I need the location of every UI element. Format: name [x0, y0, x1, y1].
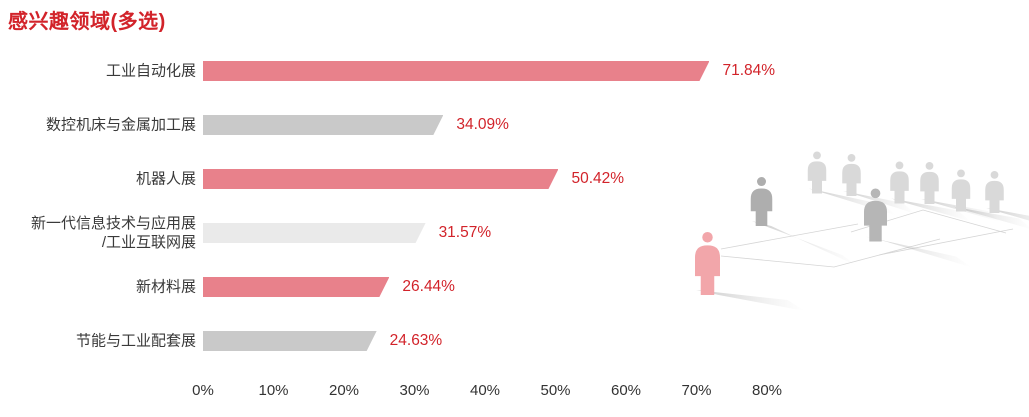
value-label: 50.42% — [571, 170, 625, 187]
value-label: 34.09% — [456, 116, 509, 133]
floor-line — [878, 228, 1014, 256]
bar — [203, 223, 426, 243]
x-tick-label: 40% — [469, 382, 501, 399]
x-tick-label: 10% — [258, 382, 289, 399]
bar-row: 节能与工业配套展 24.63% — [0, 331, 1029, 351]
person-figure — [951, 169, 971, 212]
chart-title: 感兴趣领域(多选) — [8, 11, 166, 33]
highlighted-person-figure — [695, 232, 720, 295]
bar-row: 数控机床与金属加工展 34.09% — [0, 115, 1029, 135]
x-tick-label: 70% — [681, 382, 712, 399]
bar — [203, 61, 709, 81]
figure-shadow — [891, 198, 971, 222]
category-label: 机器人展 — [135, 170, 196, 188]
bar-row: 新材料展 26.44% — [0, 277, 1029, 297]
value-label: 24.63% — [389, 332, 443, 349]
x-tick-label: 50% — [540, 382, 571, 399]
value-label: 31.57% — [438, 224, 492, 241]
people-network-graphic — [695, 151, 1029, 311]
figure-shadow — [696, 290, 805, 311]
bar — [203, 277, 389, 297]
x-tick-label: 60% — [610, 382, 642, 399]
category-label: 新材料展 — [135, 278, 196, 296]
figure-shadow — [751, 221, 858, 266]
bar — [203, 331, 377, 351]
floor-line — [720, 238, 941, 268]
figure-shadow — [952, 206, 1029, 229]
bar-row: 机器人展 50.42% — [0, 169, 1029, 189]
bar — [203, 115, 443, 135]
bar — [203, 169, 558, 189]
floor-line — [720, 223, 859, 250]
bar-row: 新一代信息技术与应用展/工业互联网展 31.57% — [0, 215, 1029, 251]
person-figure — [864, 188, 887, 242]
x-tick-label: 0% — [192, 382, 214, 399]
bar-row: 工业自动化展 71.84% — [0, 61, 1029, 81]
person-figure — [890, 161, 909, 204]
value-label: 26.44% — [402, 278, 455, 295]
category-label: 新一代信息技术与应用展/工业互联网展 — [30, 215, 196, 251]
category-label: 节能与工业配套展 — [75, 332, 196, 350]
category-label: 数控机床与金属加工展 — [45, 116, 196, 134]
person-figure — [842, 154, 861, 196]
x-tick-label: 20% — [328, 382, 360, 399]
x-tick-label: 80% — [751, 382, 783, 399]
person-figure — [750, 177, 773, 226]
value-label: 71.84% — [722, 62, 776, 79]
x-axis: 0% 10% 20% 30% 40% 50% 60% 70% 80% — [0, 382, 1029, 400]
person-figure — [985, 171, 1004, 213]
person-figure — [920, 162, 939, 204]
category-label: 工业自动化展 — [105, 62, 196, 80]
x-tick-label: 30% — [399, 382, 430, 399]
person-figure — [807, 151, 827, 194]
